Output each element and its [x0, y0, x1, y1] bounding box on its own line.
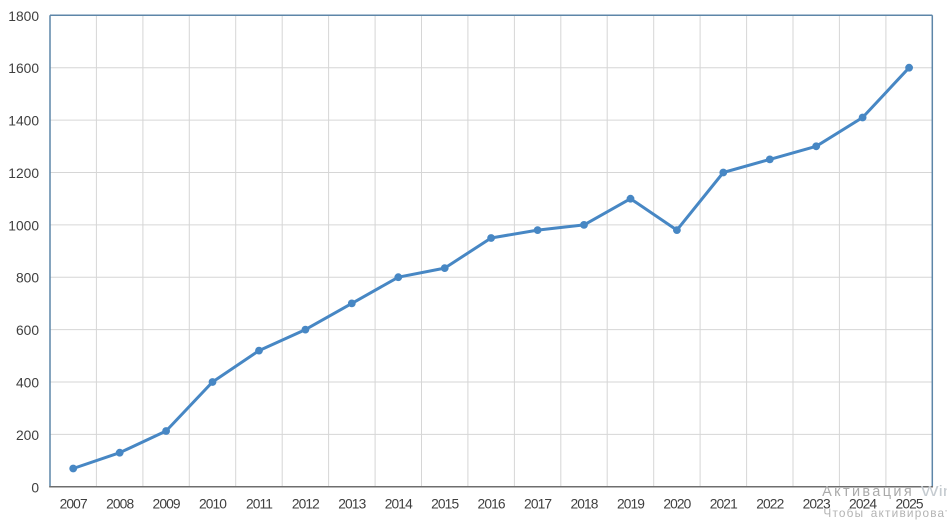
svg-text:0: 0: [31, 480, 39, 495]
svg-text:1200: 1200: [8, 166, 39, 181]
svg-text:2011: 2011: [246, 497, 272, 512]
svg-text:2021: 2021: [710, 497, 737, 512]
svg-text:800: 800: [16, 271, 39, 286]
svg-text:2024: 2024: [849, 497, 877, 512]
svg-text:2023: 2023: [803, 497, 831, 512]
svg-text:2012: 2012: [292, 497, 319, 512]
svg-text:2017: 2017: [524, 497, 551, 512]
svg-text:2013: 2013: [338, 497, 366, 512]
svg-text:Активация: Активация: [822, 484, 914, 500]
svg-text:2007: 2007: [60, 497, 87, 512]
svg-text:600: 600: [16, 323, 39, 338]
svg-text:1800: 1800: [8, 9, 39, 24]
svg-text:1400: 1400: [8, 114, 39, 129]
svg-text:2016: 2016: [478, 497, 506, 512]
svg-text:2022: 2022: [756, 497, 783, 512]
svg-text:2014: 2014: [385, 497, 413, 512]
svg-text:Windows: Windows: [921, 484, 947, 500]
svg-text:2008: 2008: [106, 497, 134, 512]
svg-text:1600: 1600: [8, 61, 39, 76]
svg-text:2018: 2018: [570, 497, 598, 512]
svg-text:2009: 2009: [153, 497, 181, 512]
svg-text:2010: 2010: [199, 497, 227, 512]
svg-text:2015: 2015: [431, 497, 459, 512]
svg-text:Чтобы активировать Windows, пе: Чтобы активировать Windows, перейдите в …: [823, 506, 947, 520]
svg-text:2025: 2025: [896, 497, 924, 512]
svg-text:2019: 2019: [617, 497, 645, 512]
svg-text:200: 200: [16, 428, 39, 443]
svg-text:1000: 1000: [8, 218, 39, 233]
svg-text:400: 400: [16, 376, 39, 391]
svg-text:2020: 2020: [663, 497, 691, 512]
